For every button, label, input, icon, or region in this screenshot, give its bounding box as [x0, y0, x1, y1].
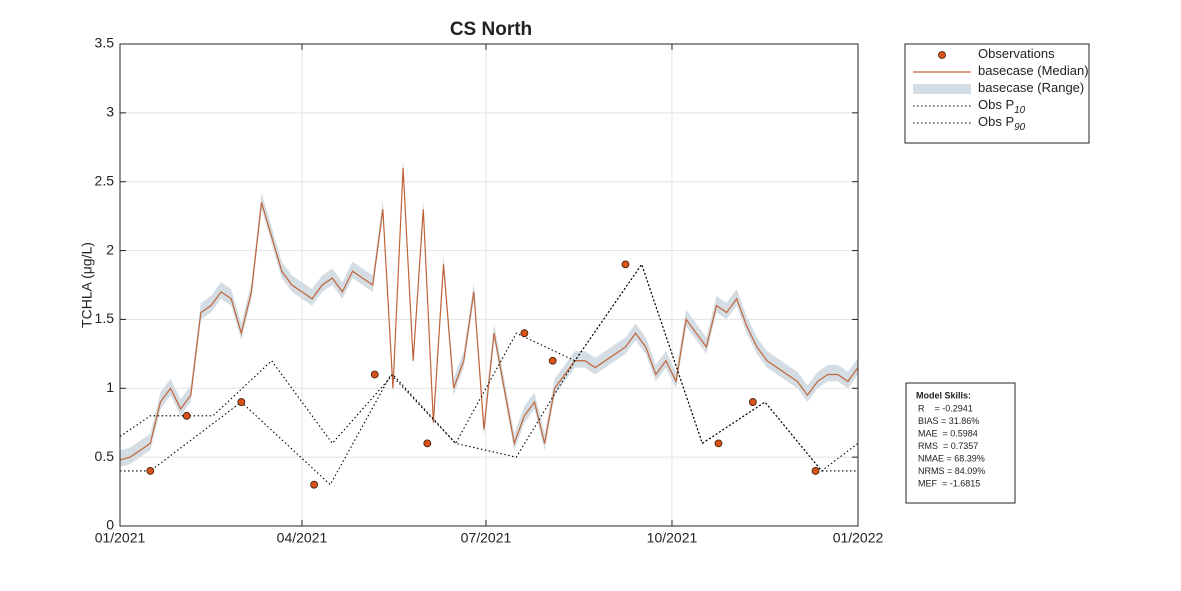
skills-title: Model Skills: — [916, 390, 971, 400]
observation-point — [748, 398, 757, 406]
y-tick-label: 0 — [106, 517, 114, 533]
observation-point — [548, 356, 557, 365]
skills-line: MEF = -1.6815 — [918, 478, 980, 488]
x-tick-label: 10/2021 — [647, 530, 698, 546]
skills-line: MAE = 0.5984 — [918, 428, 978, 438]
observation-point — [237, 398, 246, 406]
legend-name: basecase (Range) — [978, 80, 1084, 95]
median-line — [120, 167, 858, 461]
x-tick-label: 01/2022 — [833, 530, 884, 546]
y-tick-label: 1.5 — [95, 310, 115, 326]
percentile-line — [119, 263, 859, 472]
legend-label: Observations — [978, 46, 1055, 61]
legend-label: Obs P10 — [978, 97, 1026, 115]
legend-label: basecase (Median) — [978, 63, 1089, 78]
y-tick-label: 0.5 — [95, 448, 115, 464]
chart-title: CS North — [450, 19, 532, 40]
observation-point — [714, 439, 723, 448]
x-tick-label: 01/2021 — [95, 530, 146, 546]
observation-point — [370, 370, 379, 379]
observation-point — [146, 467, 155, 475]
skills-box — [905, 382, 1016, 504]
legend-subscript: 10 — [1014, 105, 1026, 116]
y-axis-label: TCHLA (μg/L) — [79, 242, 95, 328]
legend-marker — [938, 51, 946, 59]
x-tick-label: 04/2021 — [277, 530, 328, 546]
y-tick-label: 2 — [106, 241, 114, 257]
legend-label: Obs P90 — [978, 114, 1026, 132]
y-tick-label: 3.5 — [95, 35, 115, 51]
x-tick-label: 07/2021 — [461, 530, 512, 546]
observation-point — [423, 439, 432, 448]
legend-name: Observations — [978, 46, 1055, 61]
legend-name: basecase (Median) — [978, 63, 1089, 78]
legend-name: Obs P — [978, 114, 1014, 129]
skills-line: NRMS = 84.09% — [918, 466, 985, 476]
observation-point — [182, 411, 191, 420]
skills-line: BIAS = 31.86% — [918, 416, 979, 426]
skills-line: R = -0.2941 — [918, 403, 973, 413]
legend-label: basecase (Range) — [978, 80, 1084, 95]
observation-point — [520, 329, 529, 338]
y-tick-label: 3 — [106, 104, 114, 120]
skills-line: NMAE = 68.39% — [918, 453, 985, 463]
plot-frame — [119, 43, 859, 527]
y-tick-label: 2.5 — [95, 172, 115, 188]
legend-name: Obs P — [978, 97, 1014, 112]
skills-line: RMS = 0.7357 — [918, 441, 978, 451]
observation-point — [310, 480, 319, 489]
observation-point — [621, 260, 630, 269]
observation-point — [811, 467, 820, 475]
legend-subscript: 90 — [1014, 122, 1026, 133]
y-tick-label: 1 — [106, 379, 114, 395]
legend-swatch — [913, 84, 971, 94]
